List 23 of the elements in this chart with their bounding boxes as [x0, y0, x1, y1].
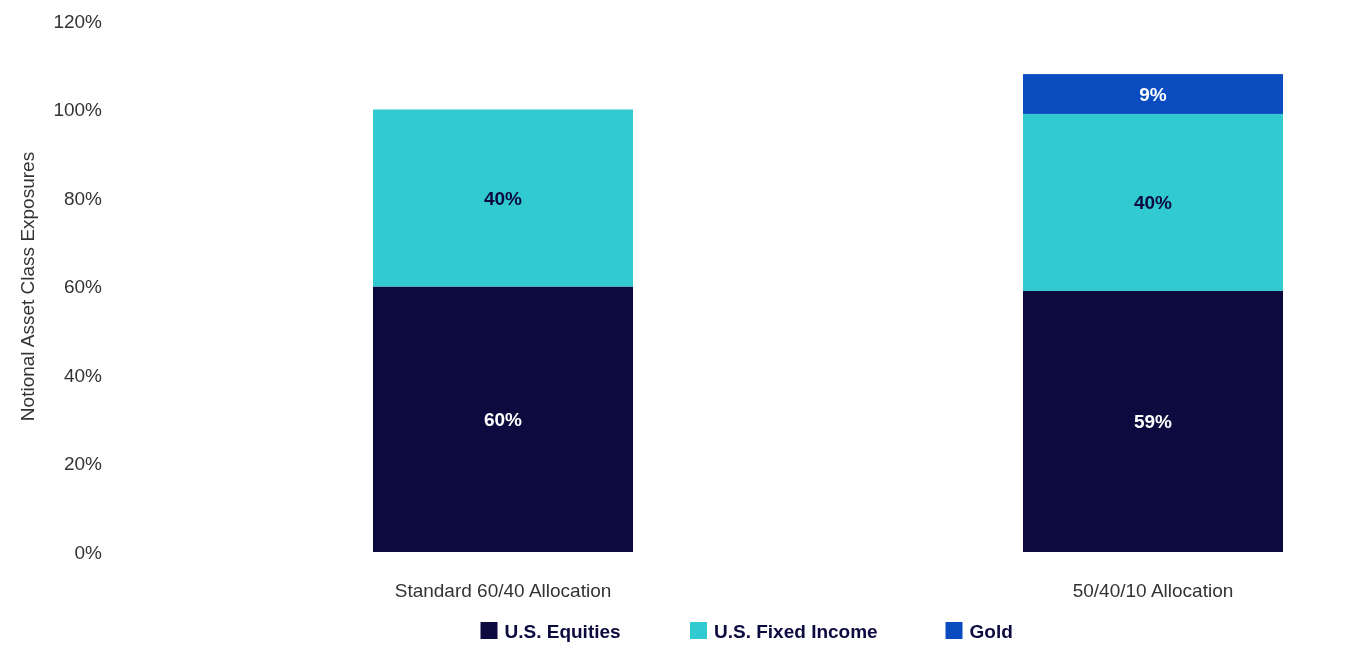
y-tick-label: 60%	[63, 276, 103, 298]
y-tick-label: 80%	[63, 187, 103, 209]
y-tick-label: 100%	[53, 99, 103, 121]
legend-label: Gold	[969, 621, 1013, 642]
y-axis-title: Notional Asset Class Exposures	[17, 151, 38, 422]
y-tick-label: 20%	[63, 453, 103, 475]
x-tick-label: Standard 60/40 Allocation	[394, 580, 612, 601]
bar	[1023, 113, 1283, 291]
bar	[1023, 74, 1283, 114]
legend-label: U.S. Equities	[504, 621, 621, 642]
data-label: 59%	[1133, 411, 1173, 433]
data-label: 40%	[483, 187, 523, 209]
y-tick-label: 0%	[74, 541, 103, 563]
bar	[373, 286, 633, 552]
bar	[1023, 290, 1283, 552]
legend-label: U.S. Fixed Income	[714, 621, 878, 642]
y-tick-label: 120%	[53, 10, 103, 32]
data-label: 9%	[1139, 83, 1167, 105]
data-label: 40%	[1133, 192, 1173, 214]
bar	[373, 109, 633, 287]
y-tick-label: 40%	[63, 364, 103, 386]
data-label: 60%	[483, 408, 523, 430]
x-tick-label: 50/40/10 Allocation	[1072, 580, 1234, 601]
